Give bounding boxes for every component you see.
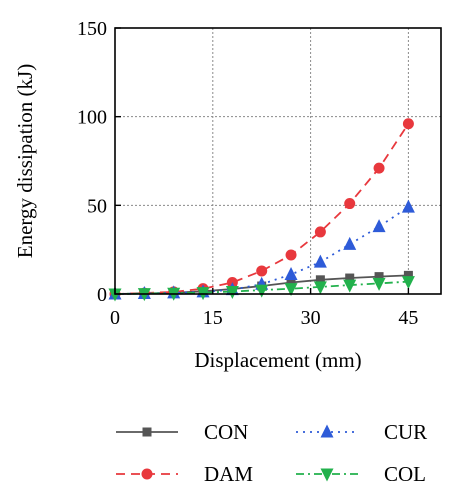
point-dam-10 [402,118,414,130]
legend-marker-con [142,427,152,437]
point-dam-5 [256,265,268,277]
point-cur-8 [343,236,357,250]
point-cur-7 [313,254,327,268]
point-cur-10 [401,199,415,213]
x-tick-label-1: 15 [203,307,223,329]
point-con-6 [286,277,296,287]
legend-label-dam: DAM [204,462,253,486]
point-col-9 [372,277,386,291]
y-tick-label-2: 100 [77,107,107,129]
point-col-7 [313,281,327,295]
legend-marker-dam [141,468,153,480]
legend-marker-cur [320,424,334,438]
legend-item-cur: CUR [296,420,427,444]
legend-item-col: COL [296,462,426,486]
x-tick-label-2: 30 [301,307,321,329]
series-dam [109,118,414,300]
y-tick-label-1: 50 [87,195,107,217]
grid-lines [115,28,441,294]
point-con-7 [315,275,325,285]
x-axis-label: Displacement (mm) [194,348,361,372]
y-axis-label: Energy dissipation (kJ) [13,64,37,258]
legend-item-dam: DAM [116,462,253,486]
series-line-dam [114,123,410,295]
plot-frame [114,27,442,295]
point-dam-7 [314,226,326,238]
x-tick-label-0: 0 [110,307,120,329]
legend-label-col: COL [384,462,426,486]
legend-item-con: CON [116,420,248,444]
legend-marker-col [320,468,334,482]
point-col-8 [343,279,357,293]
point-col-0 [108,288,122,302]
point-dam-9 [373,162,385,174]
axis-ticks: 0 15 30 45 0 50 100 150 [77,18,418,329]
point-col-4 [225,286,239,300]
point-cur-9 [372,219,386,233]
point-col-6 [284,283,298,297]
legend-label-cur: CUR [384,420,427,444]
point-col-10 [401,276,415,290]
y-tick-label-0: 0 [97,284,107,306]
legend-label-con: CON [204,420,248,444]
legend: CON DAM CUR COL [116,420,427,486]
point-dam-8 [344,198,356,210]
plot-series [108,118,415,302]
y-tick-label-3: 150 [77,18,107,40]
point-col-5 [255,284,269,298]
point-cur-6 [284,266,298,280]
point-con-9 [374,272,384,282]
point-dam-6 [285,249,297,261]
point-con-10 [403,270,413,280]
x-tick-label-3: 45 [398,307,418,329]
point-con-8 [345,273,355,283]
